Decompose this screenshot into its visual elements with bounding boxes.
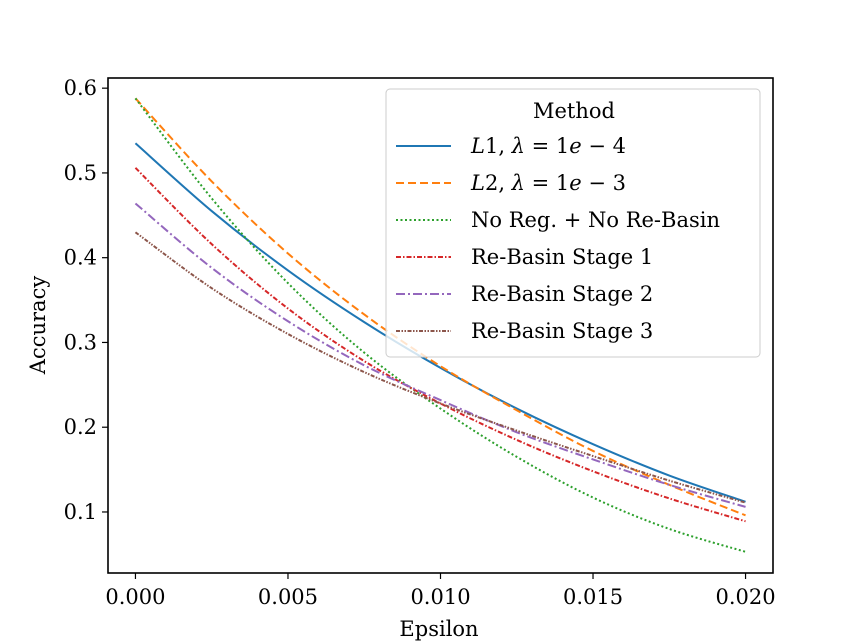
x-tick-label: 0.015	[563, 585, 623, 609]
y-tick-label: 0.6	[64, 76, 97, 100]
y-tick-label: 0.3	[64, 330, 97, 354]
series-line-re-basin-stage-2	[134, 202, 746, 508]
y-tick-label: 0.5	[64, 161, 97, 185]
series-line-l2-1e-3	[134, 97, 746, 517]
legend-label-l1-1e-4: L1, λ = 1e − 4	[470, 134, 626, 158]
legend-label-l2-1e-3: L2, λ = 1e − 3	[470, 171, 626, 195]
legend-label-re-basin-stage-1: Re-Basin Stage 1	[471, 245, 653, 269]
legend-title: Method	[533, 99, 615, 123]
series-lines	[134, 97, 746, 553]
legend-label-no-reg-no-re-basin: No Reg. + No Re-Basin	[471, 208, 720, 232]
series-line-l1-1e-4	[134, 142, 746, 503]
legend-label-re-basin-stage-2: Re-Basin Stage 2	[471, 282, 653, 306]
legend: Method L1, λ = 1e − 4 L2, λ = 1e − 3 No Reg…	[385, 88, 761, 358]
x-tick-label: 0.000	[105, 585, 165, 609]
series-line-re-basin-stage-3	[134, 231, 746, 504]
series-line-re-basin-stage-1	[134, 167, 746, 523]
x-axis-ticks: 0.000 0.005 0.010 0.015 0.020	[105, 573, 776, 609]
y-axis-label: Accuracy	[26, 276, 50, 376]
y-tick-label: 0.4	[64, 246, 97, 270]
x-tick-label: 0.005	[258, 585, 318, 609]
y-tick-label: 0.2	[64, 415, 97, 439]
y-tick-label: 0.1	[64, 500, 97, 524]
x-tick-label: 0.020	[715, 585, 775, 609]
legend-label-re-basin-stage-3: Re-Basin Stage 3	[471, 319, 653, 343]
legend-box	[385, 88, 761, 358]
series-line-no-reg-no-re-basin	[134, 97, 746, 553]
x-tick-label: 0.010	[410, 585, 470, 609]
x-axis-label: Epsilon	[399, 617, 478, 641]
y-axis-ticks: 0.1 0.2 0.3 0.4 0.5 0.6	[64, 76, 108, 524]
